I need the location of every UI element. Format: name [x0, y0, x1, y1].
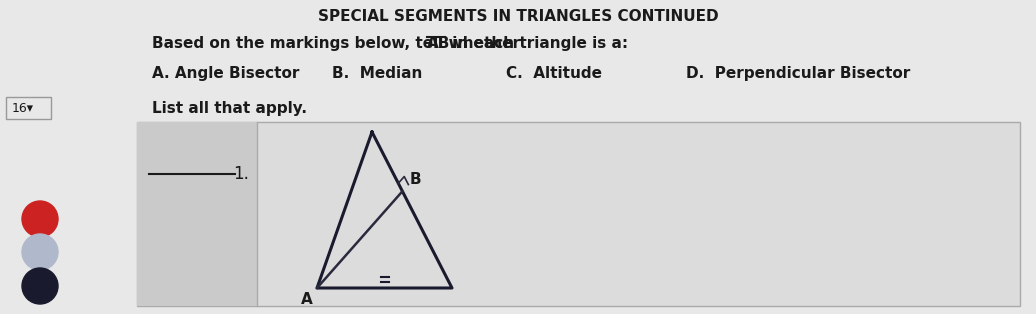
Circle shape	[22, 234, 58, 270]
Text: Based on the markings below, tell whether: Based on the markings below, tell whethe…	[152, 36, 525, 51]
Text: A. Angle Bisector: A. Angle Bisector	[152, 66, 299, 81]
Bar	[137, 122, 1020, 306]
Text: List all that apply.: List all that apply.	[152, 101, 307, 116]
Bar	[6, 97, 51, 119]
Text: 1.: 1.	[233, 165, 249, 182]
Text: A: A	[301, 292, 313, 307]
Text: B.  Median: B. Median	[332, 66, 423, 81]
Text: D.  Perpendicular Bisector: D. Perpendicular Bisector	[686, 66, 911, 81]
Text: B: B	[409, 172, 421, 187]
Circle shape	[22, 268, 58, 304]
Text: C.  Altitude: C. Altitude	[506, 66, 602, 81]
Text: 16▾: 16▾	[12, 101, 34, 115]
Circle shape	[22, 201, 58, 237]
Text: in each triangle is a:: in each triangle is a:	[447, 36, 628, 51]
Bar	[137, 122, 257, 306]
Text: AB: AB	[427, 36, 451, 51]
Text: SPECIAL SEGMENTS IN TRIANGLES CONTINUED: SPECIAL SEGMENTS IN TRIANGLES CONTINUED	[318, 9, 718, 24]
